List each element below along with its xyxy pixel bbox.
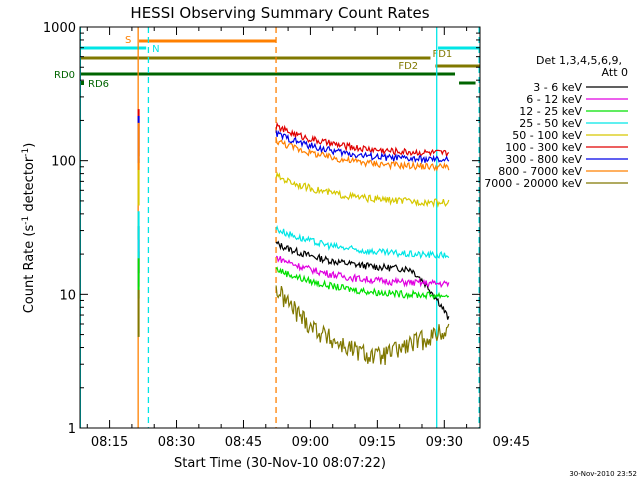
legend-label: 50 - 100 keV bbox=[512, 129, 582, 142]
series-line bbox=[275, 138, 450, 172]
flag-marker bbox=[81, 81, 84, 85]
x-tick-label: 09:30 bbox=[426, 435, 463, 450]
flag-label: N bbox=[152, 44, 159, 55]
series-line bbox=[275, 224, 450, 260]
legend-label: 100 - 300 keV bbox=[505, 141, 582, 154]
series-line bbox=[275, 240, 450, 320]
flag-label: FD1 bbox=[432, 49, 452, 60]
y-axis-label: Count Rate (s-1 detector-1) bbox=[21, 143, 37, 314]
chart-title: HESSI Observing Summary Count Rates bbox=[130, 4, 429, 22]
series-line bbox=[275, 121, 450, 159]
series-line bbox=[275, 266, 450, 301]
legend-label: 12 - 25 keV bbox=[519, 105, 582, 118]
count-rate-series bbox=[137, 109, 450, 366]
flag-label: RD6 bbox=[88, 79, 109, 90]
legend-label: 300 - 800 keV bbox=[505, 153, 582, 166]
series-line bbox=[275, 285, 450, 366]
legend-header-attenuator: Att 0 bbox=[602, 66, 628, 79]
x-axis-label: Start Time (30-Nov-10 08:07:22) bbox=[174, 456, 386, 471]
legend-label: 800 - 7000 keV bbox=[498, 165, 582, 178]
x-tick-label: 09:45 bbox=[493, 435, 530, 450]
x-tick-label: 08:15 bbox=[91, 435, 128, 450]
y-axis-ticks: 1 10 100 1000 bbox=[43, 21, 480, 437]
event-vertical-lines bbox=[79, 27, 480, 428]
x-tick-label: 09:00 bbox=[292, 435, 329, 450]
observing-flag-bars: S N FD1 FD2 RD0 RD6 bbox=[54, 35, 480, 90]
x-tick-label: 08:30 bbox=[158, 435, 195, 450]
legend-header-detectors: Det 1,3,4,5,6,9, bbox=[536, 54, 622, 67]
legend-label: 3 - 6 keV bbox=[533, 81, 582, 94]
legend-label: 6 - 12 keV bbox=[526, 93, 582, 106]
flag-label: RD0 bbox=[54, 70, 75, 81]
legend-label: 7000 - 20000 keV bbox=[484, 177, 582, 190]
series-line bbox=[275, 171, 450, 209]
x-tick-label: 08:45 bbox=[225, 435, 262, 450]
y-tick-label: 1 bbox=[68, 422, 76, 437]
series-line bbox=[276, 255, 450, 289]
y-tick-label: 1000 bbox=[43, 21, 76, 36]
plot-frame bbox=[79, 26, 481, 429]
series-line bbox=[275, 130, 450, 165]
plot-timestamp: 30-Nov-2010 23:52 bbox=[569, 470, 637, 478]
x-axis-ticks: 08:15 08:30 08:45 09:00 09:15 09:30 09:45 bbox=[86, 27, 530, 450]
legend-label: 25 - 50 keV bbox=[519, 117, 582, 130]
flag-label: FD2 bbox=[398, 61, 418, 72]
y-tick-label: 100 bbox=[51, 155, 76, 170]
y-tick-label: 10 bbox=[59, 288, 76, 303]
flag-label: S bbox=[125, 35, 131, 46]
x-tick-label: 09:15 bbox=[359, 435, 396, 450]
